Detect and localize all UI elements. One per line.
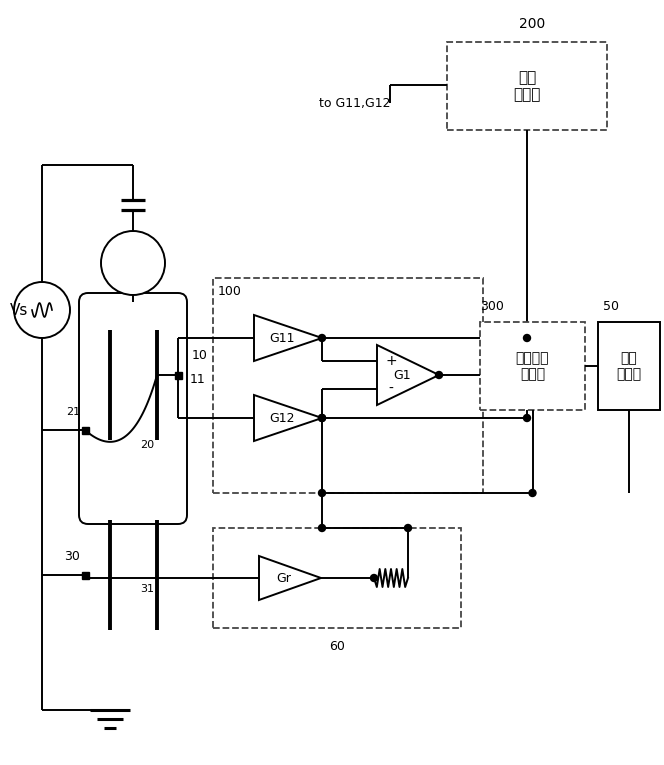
Text: 11: 11	[190, 373, 206, 386]
Bar	[82, 571, 88, 578]
Bar	[213, 278, 483, 493]
Polygon shape	[254, 395, 322, 441]
Text: Vs: Vs	[9, 302, 28, 317]
Bar	[480, 322, 585, 410]
Circle shape	[319, 490, 325, 496]
Polygon shape	[377, 345, 439, 405]
Text: G11: G11	[269, 331, 295, 344]
FancyBboxPatch shape	[79, 293, 187, 524]
Polygon shape	[254, 315, 322, 361]
Circle shape	[14, 282, 70, 338]
Text: 阻抗
校正器: 阻抗 校正器	[513, 70, 540, 103]
Bar	[447, 42, 607, 130]
Bar	[175, 372, 181, 379]
Circle shape	[523, 415, 531, 422]
Text: G12: G12	[269, 412, 295, 425]
Circle shape	[371, 575, 378, 581]
Text: 200: 200	[519, 17, 545, 31]
Circle shape	[319, 415, 325, 422]
Circle shape	[436, 372, 442, 379]
Text: 300: 300	[480, 300, 504, 312]
Bar	[82, 427, 88, 434]
Text: to G11,G12: to G11,G12	[319, 96, 390, 109]
Text: 50: 50	[603, 300, 619, 312]
Circle shape	[319, 525, 325, 532]
Circle shape	[319, 334, 325, 341]
Polygon shape	[259, 556, 321, 600]
Bar	[598, 322, 660, 410]
Text: 残余噪声
消除器: 残余噪声 消除器	[516, 351, 549, 381]
Text: 10: 10	[192, 349, 208, 362]
Text: 21: 21	[66, 407, 80, 417]
Text: 20: 20	[140, 440, 154, 450]
Text: G1: G1	[393, 369, 411, 382]
Text: 信号
处理部: 信号 处理部	[616, 351, 641, 381]
Text: 31: 31	[140, 584, 154, 594]
Circle shape	[523, 334, 531, 341]
Text: +: +	[385, 354, 397, 368]
Text: 30: 30	[64, 551, 80, 564]
Circle shape	[319, 415, 325, 422]
Text: 60: 60	[329, 640, 345, 653]
Circle shape	[404, 525, 412, 532]
Circle shape	[529, 490, 536, 496]
Text: Gr: Gr	[277, 571, 291, 584]
Text: 100: 100	[218, 285, 242, 298]
Bar	[213, 528, 461, 628]
Text: -: -	[388, 382, 394, 396]
Circle shape	[101, 231, 165, 295]
